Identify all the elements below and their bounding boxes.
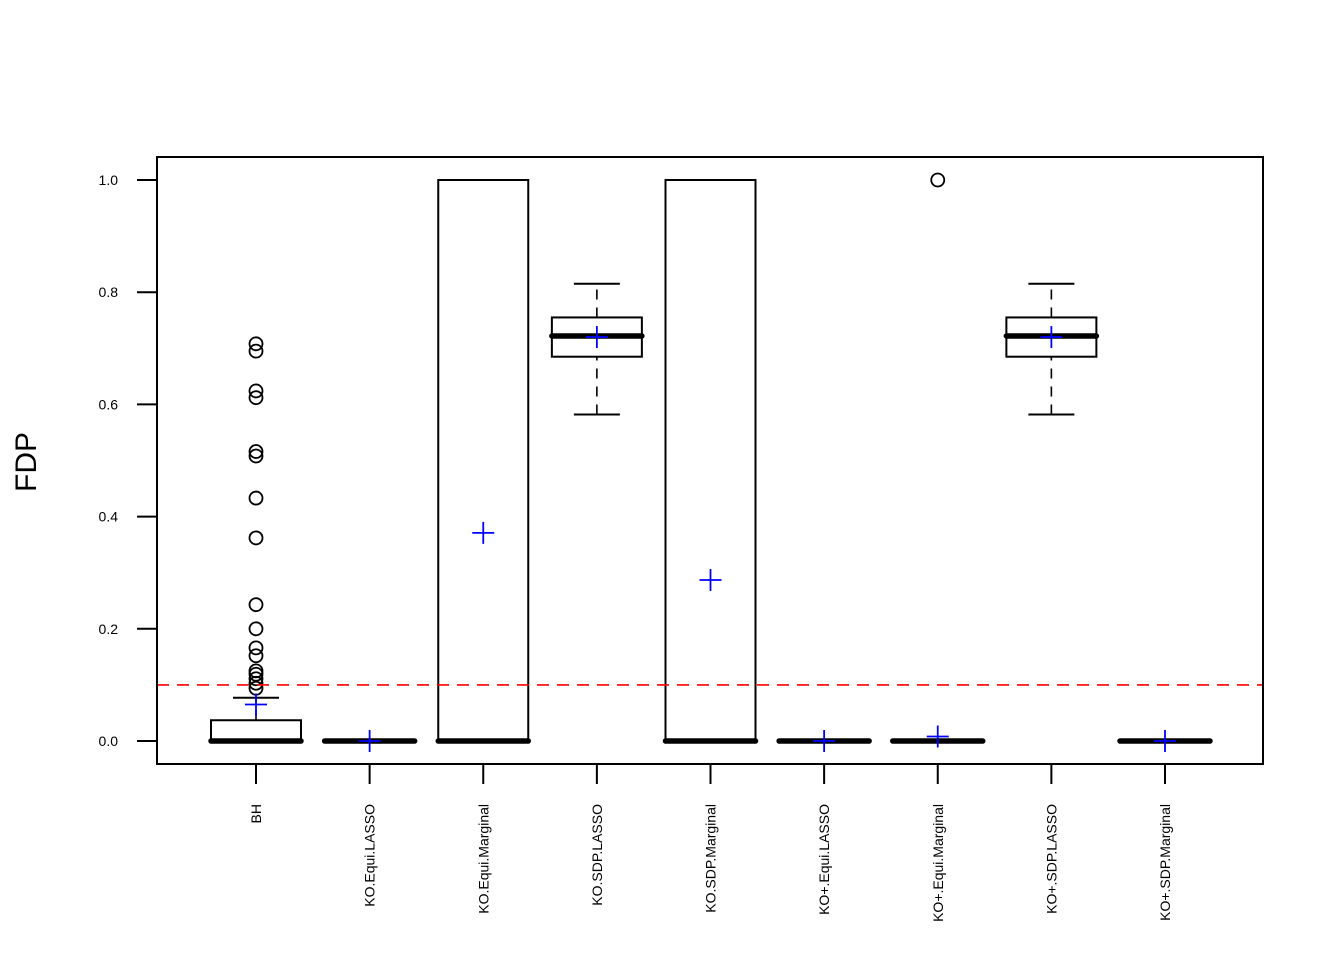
outlier-point xyxy=(248,621,264,637)
box-KO.Equi.LASSO xyxy=(321,730,418,752)
outlier-point xyxy=(248,671,264,687)
box-BH xyxy=(208,336,304,744)
y-tick-label: 0.4 xyxy=(99,509,119,525)
box-KO.SDP.Marginal xyxy=(662,179,759,744)
y-tick-label: 0.8 xyxy=(99,284,119,300)
x-tick-label: BH xyxy=(248,804,264,823)
box-KO+.SDP.LASSO xyxy=(1003,282,1100,416)
box-KO+.Equi.LASSO xyxy=(776,730,872,752)
iqr-box xyxy=(664,179,757,742)
mean-marker xyxy=(926,725,949,748)
mean-marker xyxy=(585,326,608,349)
y-tick-label: 0.6 xyxy=(99,396,119,412)
x-tick-label: KO+.Equi.Marginal xyxy=(930,804,946,922)
outlier-point xyxy=(248,390,264,406)
outlier-point xyxy=(248,597,264,613)
chart-marks xyxy=(208,172,1213,752)
mean-marker xyxy=(245,693,267,716)
outlier-point xyxy=(248,648,264,664)
x-tick-label: KO.Equi.Marginal xyxy=(475,804,491,914)
outlier-point xyxy=(248,490,264,506)
outlier-point xyxy=(248,666,264,682)
mean-marker xyxy=(1040,326,1063,349)
box-KO+.Equi.Marginal xyxy=(890,172,986,748)
outlier-point xyxy=(248,675,264,691)
box-KO+.SDP.Marginal xyxy=(1117,730,1213,752)
iqr-box xyxy=(210,719,302,742)
x-tick-label: KO+.Equi.LASSO xyxy=(816,804,832,915)
y-tick-label: 0.2 xyxy=(99,621,119,637)
mean-marker xyxy=(472,521,495,544)
mean-marker xyxy=(699,568,722,591)
x-tick-label: KO+.SDP.LASSO xyxy=(1043,804,1059,914)
outlier-point xyxy=(248,336,264,352)
x-tick-label: KO.SDP.LASSO xyxy=(589,804,605,906)
x-tick-label: KO.Equi.LASSO xyxy=(362,804,378,907)
y-axis: 0.0 0.2 0.4 0.6 0.8 1.0 xyxy=(99,172,157,749)
mean-marker xyxy=(813,730,836,752)
outlier-point xyxy=(248,383,264,399)
outlier-point xyxy=(248,343,264,359)
x-tick-label: KO.SDP.Marginal xyxy=(703,804,719,913)
y-tick-label: 0.0 xyxy=(99,733,119,749)
y-axis-label: FDP xyxy=(10,432,43,492)
y-tick-label: 1.0 xyxy=(99,172,119,188)
x-tick-label: KO+.SDP.Marginal xyxy=(1157,804,1173,921)
outlier-point xyxy=(248,640,264,656)
box-KO.SDP.LASSO xyxy=(549,282,645,416)
iqr-box xyxy=(437,179,530,742)
mean-marker xyxy=(1154,730,1176,752)
outlier-point xyxy=(248,530,264,546)
box-KO.Equi.Marginal xyxy=(435,179,531,744)
outlier-point xyxy=(930,172,946,188)
x-axis: BH KO.Equi.LASSO KO.Equi.Marginal KO.SDP.LA… xyxy=(248,764,1173,922)
mean-marker xyxy=(358,730,381,752)
outlier-point xyxy=(248,444,264,459)
outlier-point xyxy=(248,448,264,464)
